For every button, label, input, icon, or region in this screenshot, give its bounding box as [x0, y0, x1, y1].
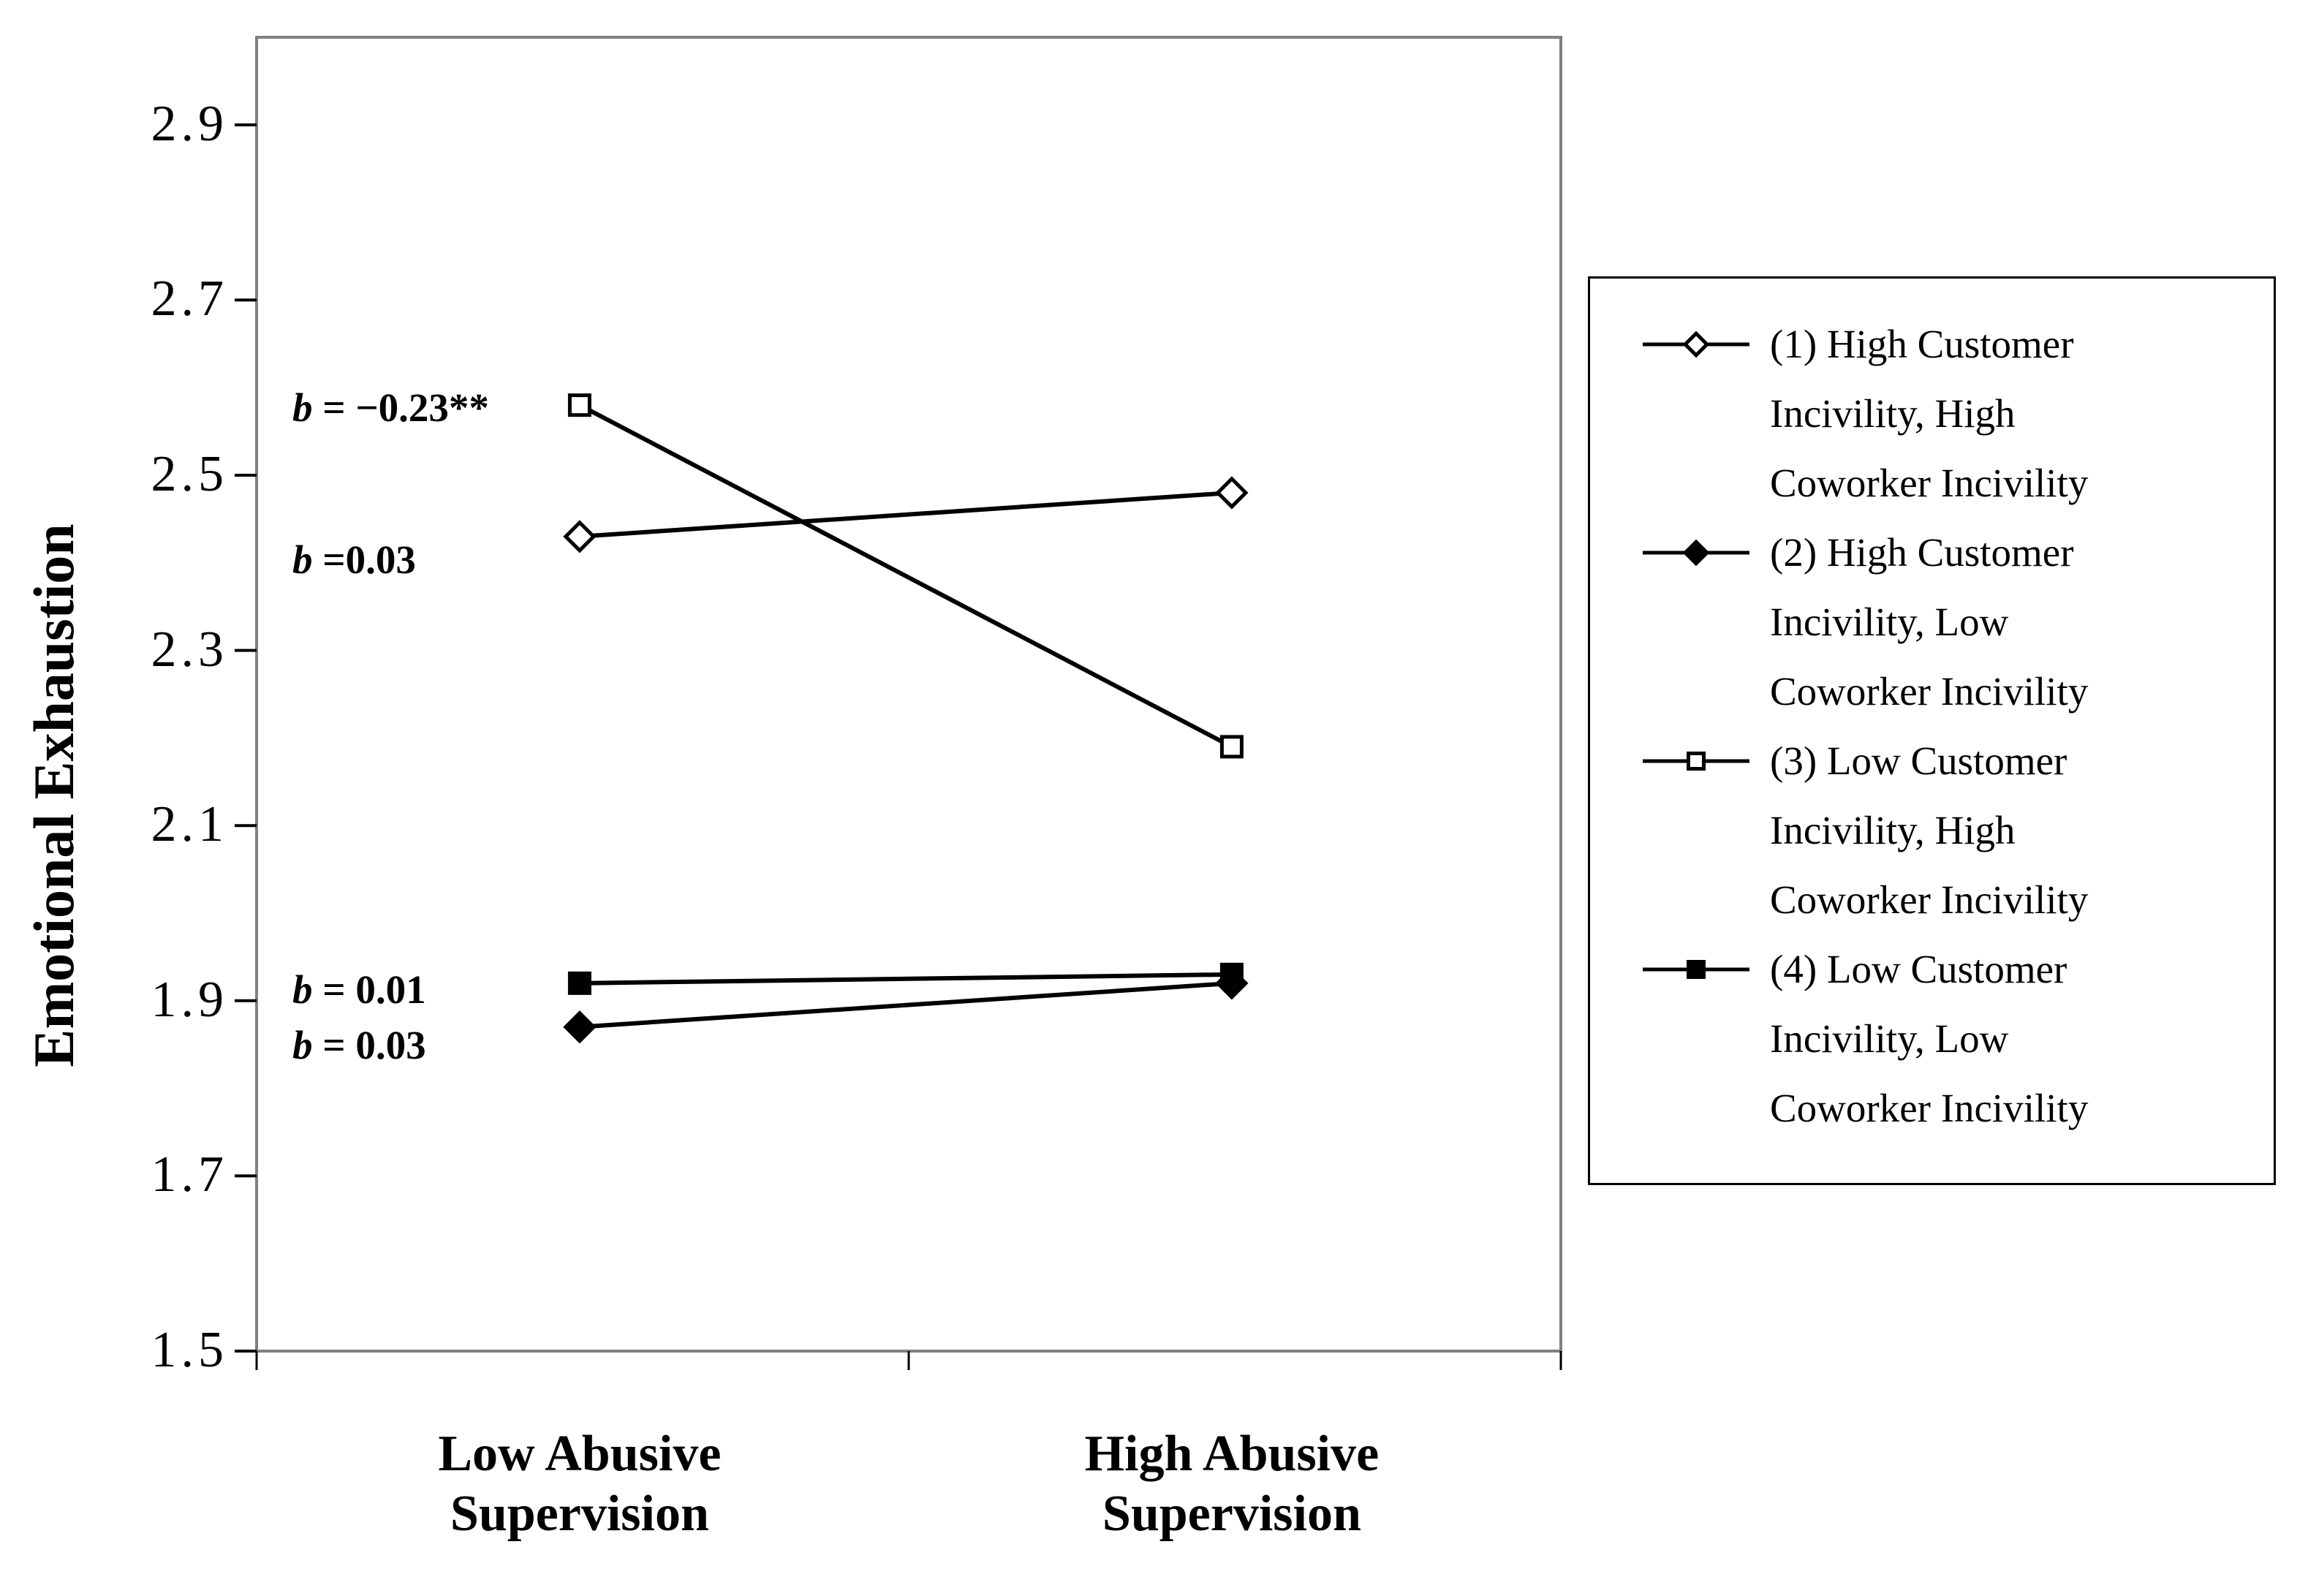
legend-label-line: (3) Low Customer: [1770, 738, 2067, 783]
open-diamond-marker: [563, 520, 597, 553]
series-line: [579, 972, 1232, 986]
open-square-marker: [567, 393, 591, 417]
plot-frame: [255, 36, 1562, 1353]
series-line: [579, 980, 1233, 1029]
legend-label-line: Incivility, Low: [1770, 1016, 2009, 1061]
x-tick-label: High Abusive Supervision: [932, 1424, 1532, 1544]
b-symbol: b: [292, 537, 313, 583]
filled-diamond-marker: [1682, 539, 1710, 567]
legend-label-line: (2) High Customer: [1770, 530, 2074, 575]
legend: (1) High Customer Incivility, High Coworke…: [1588, 276, 2276, 1185]
b-value: = −0.23**: [312, 385, 489, 430]
b-annotation: b = 0.01: [292, 964, 426, 1016]
y-tick-label: 2.3: [151, 621, 228, 678]
y-tick-label: 1.5: [151, 1322, 228, 1378]
y-tick-label: 2.5: [151, 446, 228, 502]
legend-item: (3) Low Customer Incivility, High Coworker…: [1641, 726, 2259, 934]
legend-label-line: Coworker Incivility: [1770, 669, 2089, 714]
legend-label-line: Incivility, High: [1770, 391, 2016, 436]
legend-label: (3) Low Customer Incivility, High Coworker…: [1770, 726, 2088, 934]
b-value: = 0.03: [312, 1022, 426, 1067]
open-diamond-legend-key: [1643, 330, 1749, 358]
x-tick-label-line: High Abusive: [1084, 1426, 1380, 1482]
legend-item: (2) High Customer Incivility, Low Coworker…: [1641, 518, 2259, 726]
legend-label: (4) Low Customer Incivility, Low Coworker …: [1770, 934, 2088, 1143]
b-annotation: b = 0.03: [292, 1019, 426, 1072]
legend-label-line: (1) High Customer: [1770, 322, 2074, 366]
legend-label: (2) High Customer Incivility, Low Coworker…: [1770, 518, 2088, 726]
filled-square-marker: [1219, 962, 1244, 986]
open-square-marker: [1687, 752, 1706, 771]
y-tick-label: 2.9: [151, 95, 228, 152]
b-annotation: b =0.03: [292, 534, 416, 586]
series-line: [579, 490, 1233, 539]
legend-label-line: Incivility, High: [1770, 808, 2016, 852]
legend-label-line: Coworker Incivility: [1770, 877, 2089, 922]
filled-diamond-marker: [563, 1010, 597, 1044]
b-annotation: b = −0.23**: [292, 382, 489, 434]
series-line: [578, 403, 1233, 749]
b-symbol: b: [292, 967, 313, 1013]
y-tick-label: 1.9: [151, 971, 228, 1028]
open-diamond-marker: [1215, 476, 1249, 510]
open-diamond-marker: [1682, 330, 1710, 358]
legend-item: (1) High Customer Incivility, High Coworke…: [1641, 309, 2259, 518]
legend-label-line: Coworker Incivility: [1770, 1086, 2089, 1130]
filled-square-legend-key: [1643, 960, 1749, 979]
filled-diamond-legend-key: [1643, 539, 1749, 567]
b-symbol: b: [292, 385, 313, 430]
b-value: = 0.01: [312, 967, 426, 1013]
legend-item: (4) Low Customer Incivility, Low Coworker …: [1641, 934, 2259, 1143]
legend-label-line: Incivility, Low: [1770, 600, 2009, 644]
filled-square-marker: [1687, 960, 1706, 979]
open-square-legend-key: [1643, 752, 1749, 771]
y-tick-label: 1.7: [151, 1146, 228, 1203]
y-tick-label: 2.7: [151, 271, 228, 328]
x-tick-label: Low Abusive Supervision: [280, 1424, 879, 1544]
x-tick-label-line: Low Abusive: [438, 1426, 722, 1482]
legend-label: (1) High Customer Incivility, High Coworke…: [1770, 309, 2088, 518]
b-value: =0.03: [312, 537, 416, 583]
filled-square-marker: [567, 971, 591, 995]
legend-label-line: Coworker Incivility: [1770, 461, 2089, 505]
y-tick-label: 2.1: [151, 796, 228, 853]
x-tick-label-line: Supervision: [450, 1486, 709, 1542]
legend-label-line: (4) Low Customer: [1770, 947, 2067, 991]
x-tick-label-line: Supervision: [1102, 1486, 1361, 1542]
b-symbol: b: [292, 1022, 313, 1067]
open-square-marker: [1219, 735, 1244, 759]
